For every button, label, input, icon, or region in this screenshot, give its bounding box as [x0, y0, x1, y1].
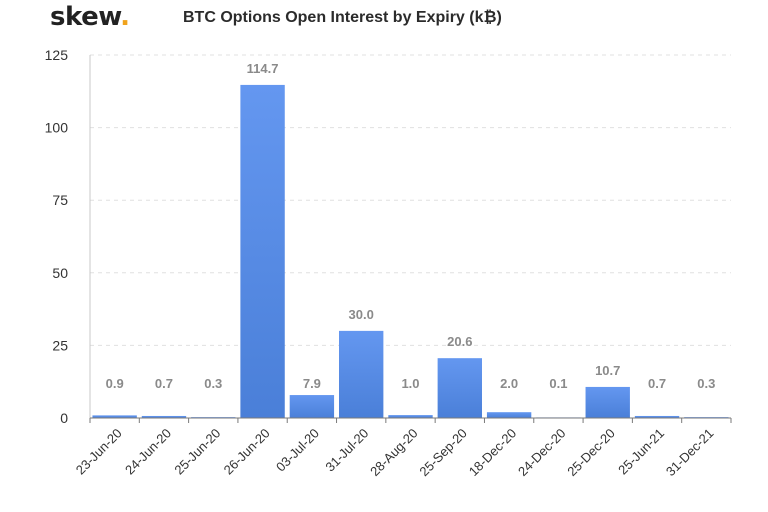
y-axis: 0 25 50 75 100 125	[45, 47, 91, 426]
bar	[240, 84, 285, 419]
data-labels: 0.9 0.7 0.3 114.7 7.9 30.0 1.0 20.6 2.0 0.1 10.7 0.…	[106, 61, 716, 391]
x-tick-label: 24-Dec-20	[515, 426, 569, 480]
x-tick-label: 18-Dec-20	[466, 426, 520, 480]
data-label: 30.0	[349, 307, 374, 322]
gridlines	[90, 54, 731, 346]
data-label: 0.7	[648, 376, 666, 391]
bar	[486, 412, 532, 418]
x-tick-label: 25-Sep-20	[416, 426, 470, 480]
bar	[141, 415, 187, 418]
data-label: 0.3	[204, 376, 222, 391]
y-tick-label: 25	[52, 337, 68, 353]
y-tick-label: 100	[45, 120, 69, 136]
bar	[289, 395, 335, 418]
bar	[437, 358, 482, 418]
bar	[634, 415, 680, 418]
chart-title: BTC Options Open Interest by Expiry (k₿)	[183, 9, 502, 26]
data-label: 0.9	[106, 376, 124, 391]
data-label: 0.7	[155, 376, 173, 391]
x-tick-label: 25-Dec-20	[564, 426, 618, 480]
x-tick-label: 24-Jun-20	[122, 426, 174, 478]
data-label: 10.7	[595, 363, 620, 378]
y-tick-label: 0	[60, 410, 68, 426]
x-tick-label: 26-Jun-20	[221, 426, 273, 478]
data-label: 2.0	[500, 376, 518, 391]
x-tick-label: 31-Jul-20	[322, 426, 371, 475]
x-tick-label: 25-Jun-20	[171, 426, 223, 478]
bar	[585, 386, 630, 418]
data-label: 0.3	[697, 376, 715, 391]
x-tick-label: 25-Jun-21	[615, 426, 667, 478]
y-tick-label: 75	[52, 192, 68, 208]
data-label: 114.7	[247, 61, 279, 76]
bar	[339, 330, 384, 418]
x-tick-label: 28-Aug-20	[367, 426, 421, 480]
y-tick-label: 50	[52, 265, 68, 281]
x-tick-label: 23-Jun-20	[73, 426, 125, 478]
data-label: 1.0	[401, 376, 419, 391]
data-label: 20.6	[447, 334, 472, 349]
skew-logo: skew.	[50, 2, 130, 32]
bars	[92, 84, 729, 419]
bar	[92, 415, 137, 418]
x-tick-label: 31-Dec-21	[663, 426, 717, 480]
data-label: 0.1	[549, 376, 567, 391]
x-tick-label: 03-Jul-20	[273, 426, 322, 475]
data-label: 7.9	[303, 376, 321, 391]
bar	[388, 415, 433, 418]
y-tick-label: 125	[45, 47, 69, 63]
